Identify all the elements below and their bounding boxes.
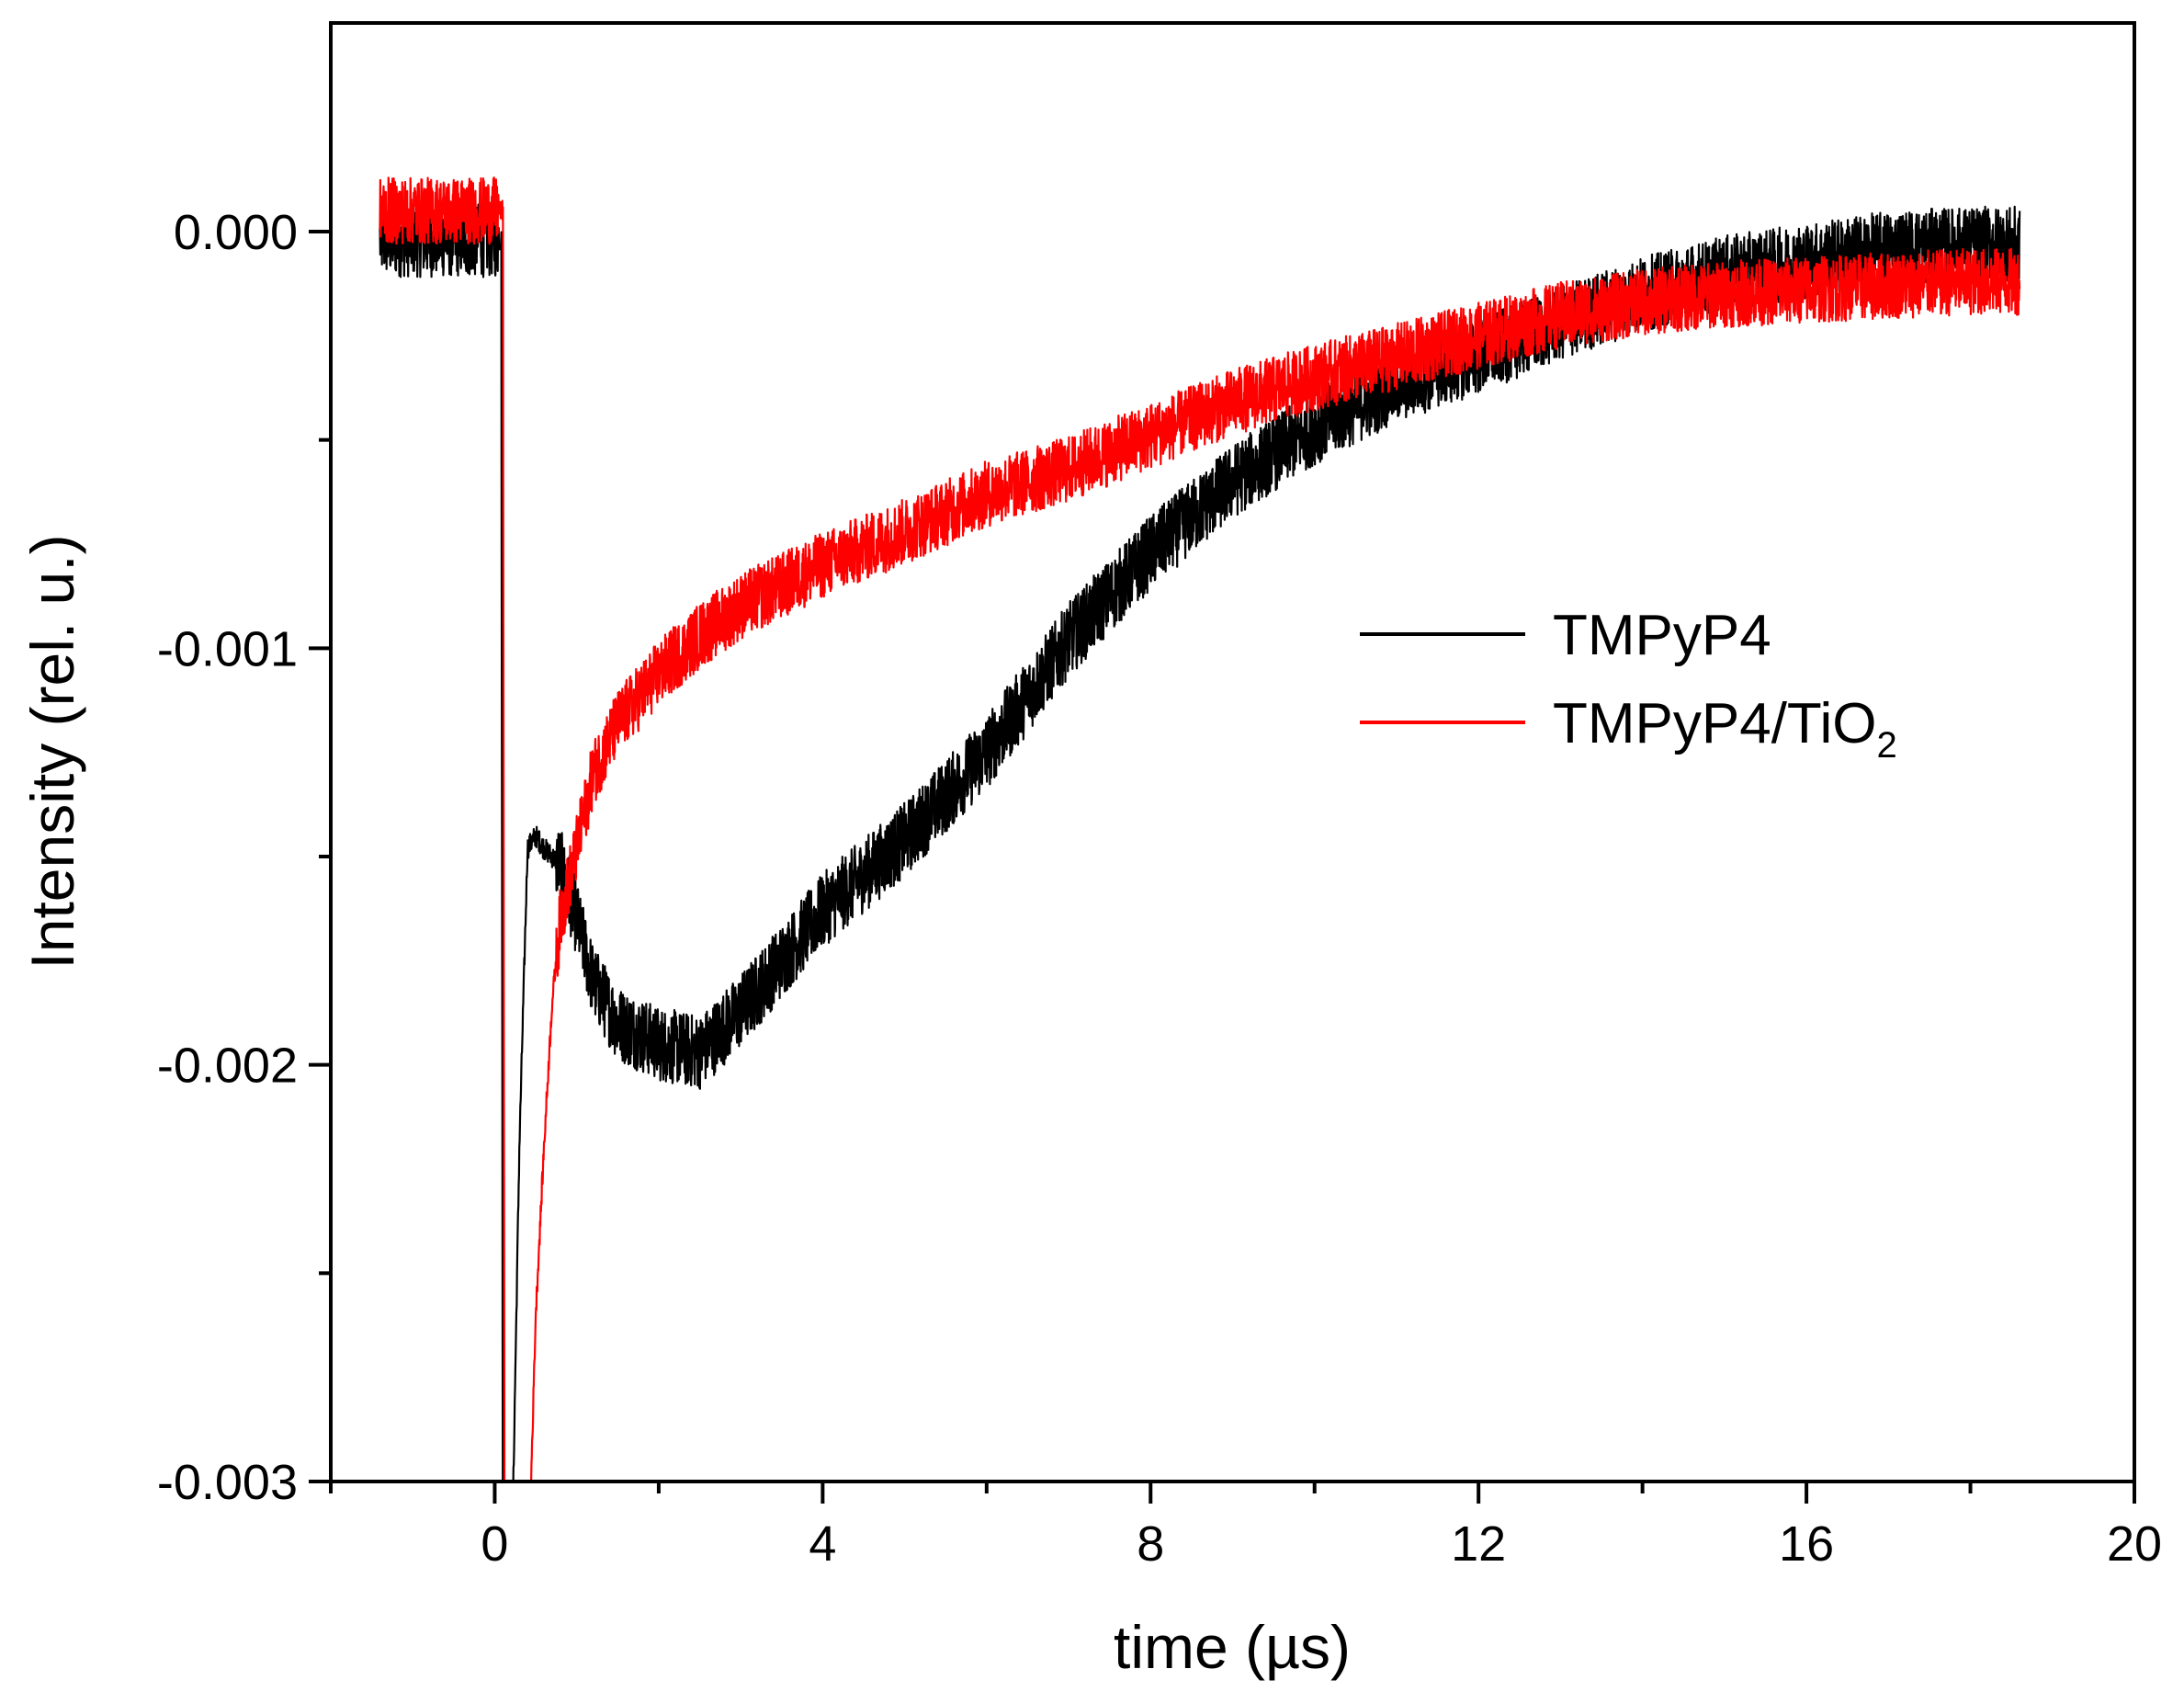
y-tick-label: -0.003 (157, 1455, 298, 1510)
legend-label-tmpyp4-tio2-subscript: 2 (1877, 725, 1897, 766)
plot-frame (329, 21, 2136, 1483)
x-tick-label: 8 (1137, 1516, 1164, 1572)
x-tick-label: 0 (481, 1516, 508, 1572)
x-axis-title: time (µs) (1114, 1613, 1351, 1681)
y-tick-label: -0.002 (157, 1039, 298, 1094)
y-tick-label: 0.000 (174, 205, 298, 260)
x-tick-label: 12 (1451, 1516, 1506, 1572)
legend: TMPyP4 TMPyP4/TiO2 (1360, 604, 1897, 766)
legend-label-tmpyp4: TMPyP4 (1553, 604, 1771, 667)
series-layer (379, 176, 2021, 1482)
legend-label-tmpyp4-tio2: TMPyP4/TiO2 (1553, 692, 1897, 766)
y-tick-label: -0.001 (157, 621, 298, 676)
series-line-tmpyp4-tio2 (379, 176, 2021, 1482)
x-tick-label: 16 (1779, 1516, 1834, 1572)
legend-label-tmpyp4-tio2-main: TMPyP4/TiO (1553, 692, 1877, 755)
y-axis-title: Intensity (rel. u.) (18, 534, 86, 969)
x-tick-label: 20 (2107, 1516, 2162, 1572)
y-axis: -0.003 -0.002 -0.001 0.000 (157, 205, 331, 1510)
x-tick-label: 4 (809, 1516, 836, 1572)
x-axis: 0 4 8 12 16 20 (329, 1482, 2162, 1572)
